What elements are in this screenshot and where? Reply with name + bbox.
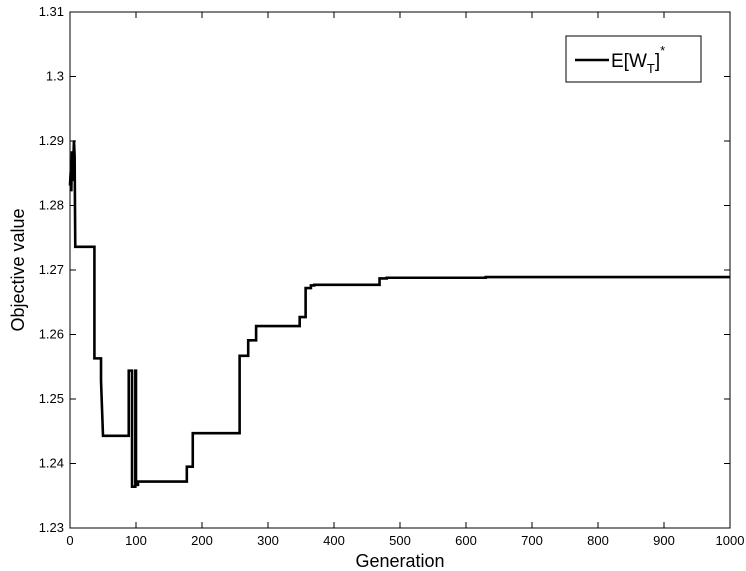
y-tick-label: 1.28: [39, 198, 64, 213]
plot-area: [70, 12, 730, 528]
x-tick-label: 400: [323, 533, 345, 548]
legend-label-subscript: T: [647, 61, 655, 76]
y-tick-label: 1.25: [39, 391, 64, 406]
y-axis-title: Objective value: [8, 208, 28, 331]
series-line-0: [68, 140, 730, 489]
legend-label-base: E[W: [611, 51, 647, 72]
x-axis-ticks: 0 100 200 300 400 500 600 700 800 900 1000: [66, 12, 744, 548]
y-tick-label: 1.24: [39, 456, 64, 471]
x-tick-label: 200: [191, 533, 213, 548]
legend-entry-label: E[WT]*: [611, 43, 665, 76]
x-tick-label: 500: [389, 533, 411, 548]
series-layer: [68, 140, 730, 489]
x-axis-title: Generation: [355, 551, 444, 571]
y-tick-label: 1.26: [39, 327, 64, 342]
legend-label-superscript: *: [660, 43, 665, 58]
y-tick-label: 1.27: [39, 262, 64, 277]
x-tick-label: 1000: [716, 533, 745, 548]
y-axis-ticks: 1.23 1.24 1.25 1.26 1.27 1.28 1.29 1.3 1.31: [39, 4, 730, 535]
y-tick-label: 1.23: [39, 520, 64, 535]
x-tick-label: 300: [257, 533, 279, 548]
y-tick-label: 1.29: [39, 133, 64, 148]
y-tick-label: 1.31: [39, 4, 64, 19]
x-tick-label: 700: [521, 533, 543, 548]
x-tick-label: 600: [455, 533, 477, 548]
x-tick-label: 800: [587, 533, 609, 548]
x-tick-label: 0: [66, 533, 73, 548]
legend-label-close: ]: [655, 51, 660, 72]
x-tick-label: 100: [125, 533, 147, 548]
y-tick-label: 1.3: [46, 69, 64, 84]
legend: E[WT]*: [565, 35, 702, 83]
plot-frame: [69, 11, 731, 529]
x-tick-label: 900: [653, 533, 675, 548]
